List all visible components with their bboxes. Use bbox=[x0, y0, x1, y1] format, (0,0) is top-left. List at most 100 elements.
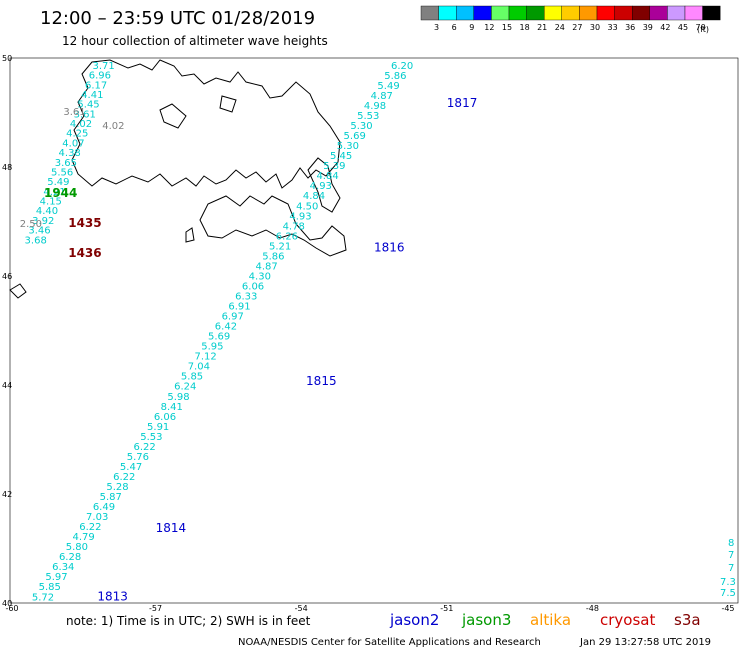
swh-value: 5.49 bbox=[47, 177, 69, 188]
swh-value: 6.20 bbox=[391, 61, 413, 72]
legend-label: 30 bbox=[590, 23, 600, 32]
legend-swatch bbox=[526, 5, 545, 21]
swh-value: 5.45 bbox=[330, 151, 352, 162]
legend-label: 15 bbox=[502, 23, 512, 32]
pass-label: 1435 bbox=[68, 216, 101, 230]
swh-value: 3.92 bbox=[32, 216, 54, 227]
legend-swatch bbox=[614, 5, 633, 21]
pass-label: 1814 bbox=[156, 521, 187, 535]
swh-value: 5.49 bbox=[377, 81, 399, 92]
satellite-name: altika bbox=[530, 611, 571, 629]
swh-value: 5.85 bbox=[181, 372, 203, 383]
legend-swatch bbox=[579, 5, 598, 21]
lon-tick-label: -57 bbox=[149, 604, 162, 613]
swh-value: 4.50 bbox=[296, 201, 318, 212]
swh-observations: 5.725.855.976.346.285.804.796.227.036.49… bbox=[20, 61, 736, 603]
legend-label: 39 bbox=[643, 23, 653, 32]
swh-value: 6.42 bbox=[215, 322, 237, 333]
lon-tick-label: -51 bbox=[440, 604, 453, 613]
satellite-name: jason2 bbox=[389, 611, 439, 629]
swh-value: 6.22 bbox=[133, 442, 155, 453]
swh-value: 3.71 bbox=[93, 61, 115, 72]
swh-value: 4.38 bbox=[59, 148, 81, 159]
legend-swatch bbox=[544, 5, 563, 21]
swh-value: 6.22 bbox=[113, 472, 135, 483]
swh-value: 4.21 bbox=[43, 187, 65, 198]
swh-value: 8.41 bbox=[161, 402, 183, 413]
swh-value: 5.56 bbox=[51, 167, 73, 178]
swh-value: 7.03 bbox=[86, 512, 108, 523]
swh-value: 5.69 bbox=[344, 131, 366, 142]
swh-value: 6.34 bbox=[52, 562, 74, 573]
lat-tick-label: 40 bbox=[2, 599, 12, 608]
swh-value-edge: 8 bbox=[728, 538, 734, 549]
map-frame bbox=[9, 57, 739, 604]
swh-value: 4.41 bbox=[81, 90, 103, 101]
legend-label: 42 bbox=[660, 23, 670, 32]
swh-value: 7.04 bbox=[188, 362, 210, 373]
legend-label: 33 bbox=[608, 23, 618, 32]
swh-value: 5.86 bbox=[384, 71, 406, 82]
legend-unit-label: (ft) bbox=[697, 25, 709, 34]
satellite-name: cryosat bbox=[600, 611, 655, 629]
swh-value: 5.28 bbox=[106, 482, 128, 493]
legend-label: 45 bbox=[678, 23, 688, 32]
legend-swatch bbox=[632, 5, 651, 21]
lat-tick-label: 44 bbox=[2, 381, 12, 390]
color-legend: 3 6 9 12 15 18 21 24 27 30 33 36 39 42 45 70 bbox=[420, 5, 721, 32]
legend-swatch bbox=[491, 5, 510, 21]
swh-value: 5.76 bbox=[127, 452, 149, 463]
swh-value-edge: 7.3 bbox=[720, 577, 736, 588]
lon-tick-label: -45 bbox=[721, 604, 734, 613]
swh-value: 6.06 bbox=[242, 281, 264, 292]
swh-value-edge: 7 bbox=[728, 550, 734, 561]
swh-value: 4.15 bbox=[40, 197, 62, 208]
swh-value: 5.86 bbox=[262, 251, 284, 262]
legend-label: 36 bbox=[625, 23, 635, 32]
lat-tick-label: 48 bbox=[2, 163, 12, 172]
longitude-ticks: -60 -57 -54 -51 -48 -45 bbox=[5, 604, 734, 613]
swh-value: 4.02 bbox=[70, 119, 92, 130]
swh-value: 6.24 bbox=[174, 382, 196, 393]
legend-label: 21 bbox=[537, 23, 547, 32]
swh-value: 5.39 bbox=[323, 161, 345, 172]
pass-label: 1813 bbox=[97, 589, 128, 603]
pass-label: 1817 bbox=[447, 96, 478, 110]
map-subtitle: 12 hour collection of altimeter wave hei… bbox=[62, 34, 328, 48]
coastline bbox=[9, 59, 347, 299]
satellite-name: jason3 bbox=[461, 611, 511, 629]
legend-swatch bbox=[456, 5, 475, 21]
legend-swatch bbox=[561, 5, 580, 21]
swh-value: 6.97 bbox=[222, 312, 244, 323]
swh-value: 4.30 bbox=[249, 271, 271, 282]
legend-swatch bbox=[667, 5, 686, 21]
swh-value: 6.91 bbox=[228, 302, 250, 313]
swh-value: 5.21 bbox=[269, 241, 291, 252]
swh-value: 5.98 bbox=[167, 392, 189, 403]
swh-value: 3.68 bbox=[25, 235, 47, 246]
swh-value: 4.25 bbox=[66, 129, 88, 140]
swh-value: 6.49 bbox=[93, 502, 115, 513]
pass-label: 1815 bbox=[306, 374, 337, 388]
pass-label: 1816 bbox=[374, 240, 405, 254]
swh-value: 4.84 bbox=[316, 171, 338, 182]
swh-value: 4.78 bbox=[283, 221, 305, 232]
lat-tick-label: 42 bbox=[2, 490, 12, 499]
swh-value: 5.53 bbox=[140, 432, 162, 443]
legend-label: 12 bbox=[484, 23, 494, 32]
swh-value: 5.30 bbox=[337, 141, 359, 152]
lat-tick-label: 46 bbox=[2, 272, 12, 281]
swh-value: 4.07 bbox=[62, 138, 84, 149]
swh-value: 3.61 bbox=[74, 109, 96, 120]
legend-swatch bbox=[473, 5, 492, 21]
swh-value: 5.87 bbox=[100, 492, 122, 503]
swh-value: 5.97 bbox=[45, 572, 67, 583]
legend-label: 3 bbox=[434, 23, 439, 32]
legend-label: 9 bbox=[469, 23, 474, 32]
swh-value: 4.40 bbox=[36, 206, 58, 217]
lat-tick-label: 50 bbox=[2, 54, 12, 63]
legend-swatch bbox=[438, 5, 457, 21]
pass-labels: 1817 1816 1815 1814 1813 1944 1435 1436 bbox=[44, 96, 477, 603]
legend-label: 27 bbox=[572, 23, 582, 32]
